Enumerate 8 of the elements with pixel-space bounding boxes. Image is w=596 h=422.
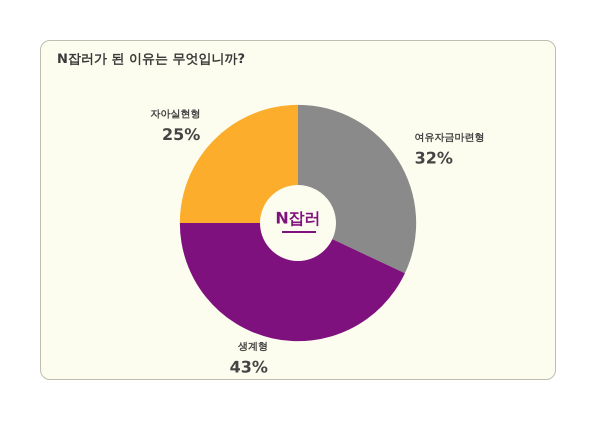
slice-label: 생계형 bbox=[236, 341, 268, 352]
data-label: 32% bbox=[414, 148, 453, 168]
slice-label: 여유자금마련형 bbox=[414, 132, 485, 144]
data-label: 43% bbox=[230, 357, 268, 376]
data-label: 25% bbox=[162, 124, 200, 144]
text: N잡러 bbox=[275, 208, 321, 228]
slice-label: 자아실현형 bbox=[150, 108, 200, 120]
chart-title: N잡러가 된 이유는 무엇입니까? bbox=[57, 52, 245, 67]
